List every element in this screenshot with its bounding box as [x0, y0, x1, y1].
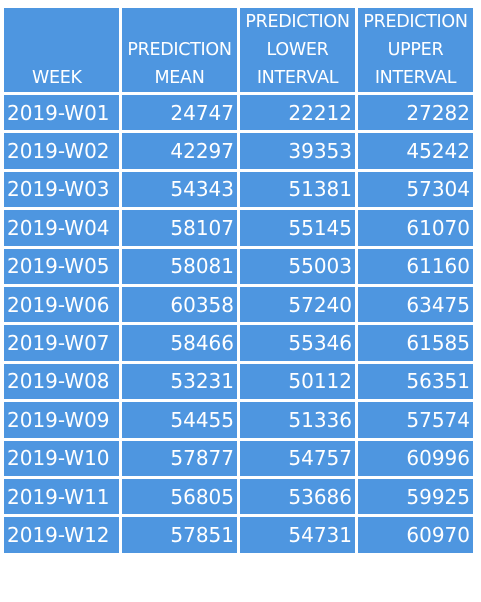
header-upper-line-3: INTERVAL: [374, 68, 457, 88]
table-body: 2019-W01 24747 22212 27282 2019-W02 42297 3935…: [4, 95, 473, 553]
mean-cell: 58107: [122, 210, 237, 246]
mean-cell: 53231: [122, 363, 237, 400]
table-row: 2019-W02 42297 39353 45242: [4, 133, 473, 169]
header-week: WEEK: [4, 8, 119, 92]
header-lower-line-3: INTERVAL: [256, 68, 339, 88]
table-row: 2019-W12 57851 54731 60970: [4, 517, 473, 553]
upper-interval-cell: 56351: [358, 363, 473, 400]
mean-cell: 42297: [122, 133, 237, 169]
week-cell: 2019-W03: [4, 171, 119, 208]
mean-cell: 60358: [122, 286, 237, 323]
lower-interval-cell: 55145: [240, 210, 355, 246]
header-upper-line-1: PREDICTION: [363, 12, 468, 32]
table-row: 2019-W06 60358 57240 63475: [4, 286, 473, 323]
mean-cell: 54455: [122, 402, 237, 438]
week-cell: 2019-W04: [4, 210, 119, 246]
upper-interval-cell: 57304: [358, 171, 473, 208]
mean-cell: 54343: [122, 171, 237, 208]
lower-interval-cell: 55346: [240, 325, 355, 361]
upper-interval-cell: 27282: [358, 95, 473, 131]
table-row: 2019-W09 54455 51336 57574: [4, 402, 473, 438]
table-row: 2019-W05 58081 55003 61160: [4, 248, 473, 284]
week-cell: 2019-W06: [4, 286, 119, 323]
week-cell: 2019-W09: [4, 402, 119, 438]
lower-interval-cell: 55003: [240, 248, 355, 284]
table-row: 2019-W04 58107 55145 61070: [4, 210, 473, 246]
header-lower-line-2: LOWER: [266, 40, 329, 60]
mean-cell: 57851: [122, 517, 237, 553]
lower-interval-cell: 54731: [240, 517, 355, 553]
header-mean-line-1: PREDICTION: [127, 40, 232, 60]
week-cell: 2019-W01: [4, 95, 119, 131]
lower-interval-cell: 51381: [240, 171, 355, 208]
upper-interval-cell: 57574: [358, 402, 473, 438]
lower-interval-cell: 22212: [240, 95, 355, 131]
header-mean-line-2: MEAN: [154, 68, 205, 88]
mean-cell: 57877: [122, 440, 237, 476]
header-lower-line-1: PREDICTION: [245, 12, 350, 32]
mean-cell: 56805: [122, 478, 237, 515]
lower-interval-cell: 57240: [240, 286, 355, 323]
mean-cell: 58466: [122, 325, 237, 361]
header-prediction-upper-interval: PREDICTION UPPER INTERVAL: [358, 8, 473, 92]
lower-interval-cell: 53686: [240, 478, 355, 515]
upper-interval-cell: 59925: [358, 478, 473, 515]
week-cell: 2019-W10: [4, 440, 119, 476]
week-cell: 2019-W02: [4, 133, 119, 169]
week-cell: 2019-W08: [4, 363, 119, 400]
header-week-line: WEEK: [32, 68, 82, 88]
upper-interval-cell: 61585: [358, 325, 473, 361]
prediction-table: WEEK PREDICTION MEAN PREDICTION LOWER IN…: [1, 5, 476, 556]
table-row: 2019-W07 58466 55346 61585: [4, 325, 473, 361]
table-row: 2019-W10 57877 54757 60996: [4, 440, 473, 476]
mean-cell: 58081: [122, 248, 237, 284]
week-cell: 2019-W05: [4, 248, 119, 284]
upper-interval-cell: 63475: [358, 286, 473, 323]
table-row: 2019-W03 54343 51381 57304: [4, 171, 473, 208]
lower-interval-cell: 51336: [240, 402, 355, 438]
upper-interval-cell: 60996: [358, 440, 473, 476]
upper-interval-cell: 45242: [358, 133, 473, 169]
header-upper-line-2: UPPER: [387, 40, 444, 60]
week-cell: 2019-W12: [4, 517, 119, 553]
lower-interval-cell: 50112: [240, 363, 355, 400]
header-prediction-lower-interval: PREDICTION LOWER INTERVAL: [240, 8, 355, 92]
table-row: 2019-W01 24747 22212 27282: [4, 95, 473, 131]
upper-interval-cell: 60970: [358, 517, 473, 553]
upper-interval-cell: 61160: [358, 248, 473, 284]
upper-interval-cell: 61070: [358, 210, 473, 246]
table-row: 2019-W08 53231 50112 56351: [4, 363, 473, 400]
lower-interval-cell: 39353: [240, 133, 355, 169]
mean-cell: 24747: [122, 95, 237, 131]
header-row: WEEK PREDICTION MEAN PREDICTION LOWER IN…: [4, 8, 473, 92]
header-prediction-mean: PREDICTION MEAN: [122, 8, 237, 92]
lower-interval-cell: 54757: [240, 440, 355, 476]
table-row: 2019-W11 56805 53686 59925: [4, 478, 473, 515]
week-cell: 2019-W07: [4, 325, 119, 361]
week-cell: 2019-W11: [4, 478, 119, 515]
table-header: WEEK PREDICTION MEAN PREDICTION LOWER IN…: [4, 8, 473, 92]
